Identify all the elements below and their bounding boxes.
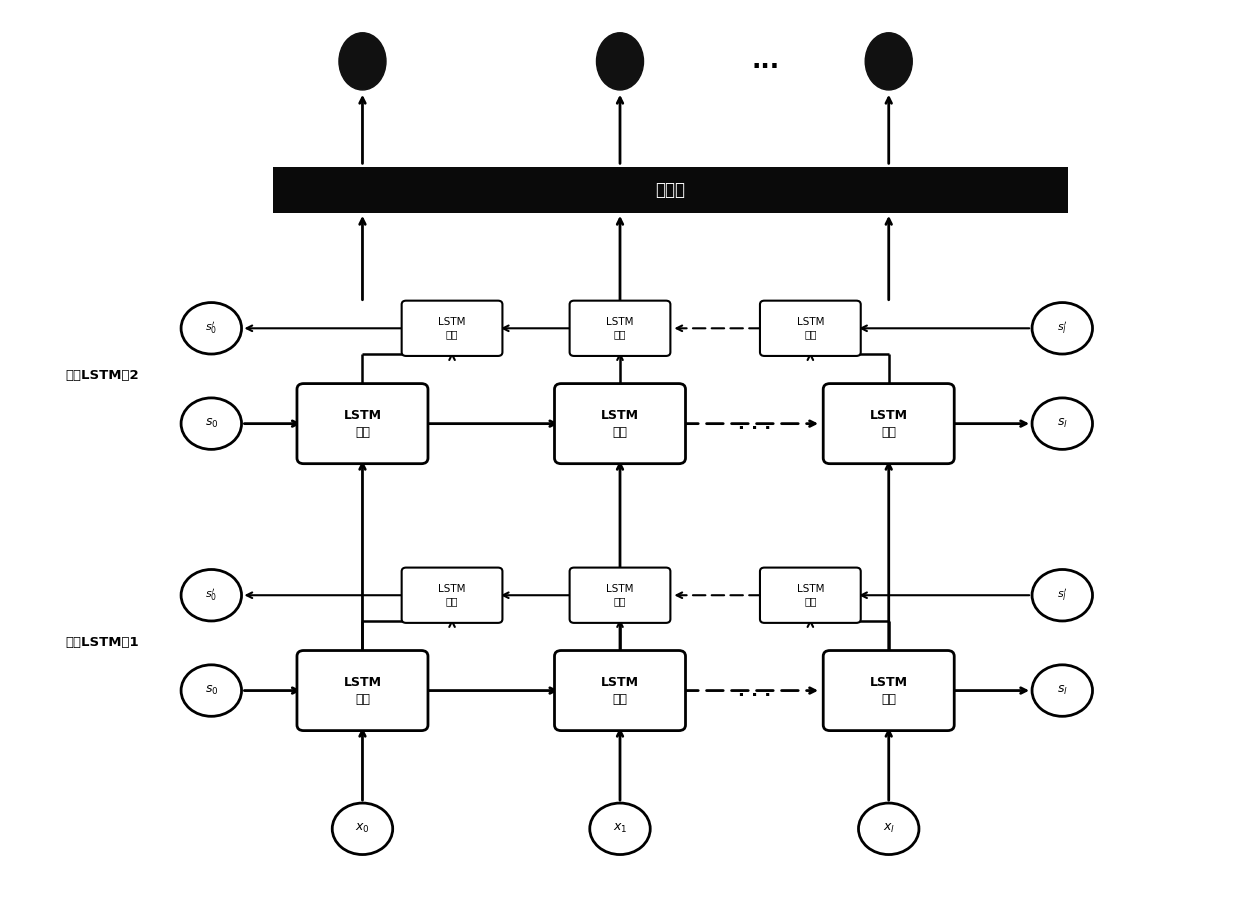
- Circle shape: [181, 398, 242, 450]
- Text: LSTM
单元: LSTM 单元: [796, 317, 825, 339]
- Circle shape: [1032, 303, 1092, 354]
- Text: LSTM
单元: LSTM 单元: [606, 317, 634, 339]
- Text: $x_1$: $x_1$: [613, 823, 627, 835]
- Text: LSTM
单元: LSTM 单元: [343, 675, 382, 706]
- Circle shape: [1032, 569, 1092, 621]
- Text: LSTM
单元: LSTM 单元: [438, 584, 466, 606]
- Ellipse shape: [339, 33, 386, 90]
- Text: . . .: . . .: [738, 682, 771, 699]
- Circle shape: [1032, 398, 1092, 450]
- Text: LSTM
单元: LSTM 单元: [343, 409, 382, 439]
- Text: LSTM
单元: LSTM 单元: [606, 584, 634, 606]
- Circle shape: [181, 569, 242, 621]
- Text: LSTM
单元: LSTM 单元: [601, 675, 639, 706]
- Ellipse shape: [596, 33, 644, 90]
- Circle shape: [332, 803, 393, 855]
- FancyBboxPatch shape: [760, 568, 861, 622]
- Text: 双向LSTM层1: 双向LSTM层1: [66, 636, 139, 650]
- FancyBboxPatch shape: [569, 568, 671, 622]
- FancyBboxPatch shape: [296, 384, 428, 463]
- Text: $s_l$: $s_l$: [1056, 684, 1068, 697]
- Text: LSTM
单元: LSTM 单元: [796, 584, 825, 606]
- Text: $x_l$: $x_l$: [883, 823, 895, 835]
- Ellipse shape: [866, 33, 913, 90]
- FancyBboxPatch shape: [823, 651, 955, 730]
- Text: $s_0'$: $s_0'$: [206, 320, 217, 336]
- Text: 双向LSTM层2: 双向LSTM层2: [66, 369, 139, 382]
- Circle shape: [181, 303, 242, 354]
- FancyBboxPatch shape: [823, 384, 955, 463]
- FancyBboxPatch shape: [296, 651, 428, 730]
- Circle shape: [1032, 664, 1092, 717]
- Text: LSTM
单元: LSTM 单元: [438, 317, 466, 339]
- Text: $s_0'$: $s_0'$: [206, 587, 217, 603]
- Text: 输出层: 输出层: [656, 181, 686, 199]
- Circle shape: [590, 803, 650, 855]
- Text: $s_0$: $s_0$: [205, 684, 218, 697]
- Bar: [273, 167, 1068, 213]
- FancyBboxPatch shape: [402, 301, 502, 356]
- Text: LSTM
单元: LSTM 单元: [601, 409, 639, 439]
- Text: $s_l'$: $s_l'$: [1058, 587, 1068, 603]
- FancyBboxPatch shape: [402, 568, 502, 622]
- Text: $s_l'$: $s_l'$: [1058, 320, 1068, 336]
- Text: LSTM
单元: LSTM 单元: [869, 675, 908, 706]
- Text: $s_l$: $s_l$: [1056, 417, 1068, 430]
- Text: . . .: . . .: [738, 415, 771, 432]
- Text: $s_0$: $s_0$: [205, 417, 218, 430]
- FancyBboxPatch shape: [569, 301, 671, 356]
- Text: $x_0$: $x_0$: [355, 823, 370, 835]
- Circle shape: [858, 803, 919, 855]
- FancyBboxPatch shape: [554, 384, 686, 463]
- Text: ...: ...: [751, 49, 780, 73]
- FancyBboxPatch shape: [760, 301, 861, 356]
- FancyBboxPatch shape: [554, 651, 686, 730]
- Text: LSTM
单元: LSTM 单元: [869, 409, 908, 439]
- Circle shape: [181, 664, 242, 717]
